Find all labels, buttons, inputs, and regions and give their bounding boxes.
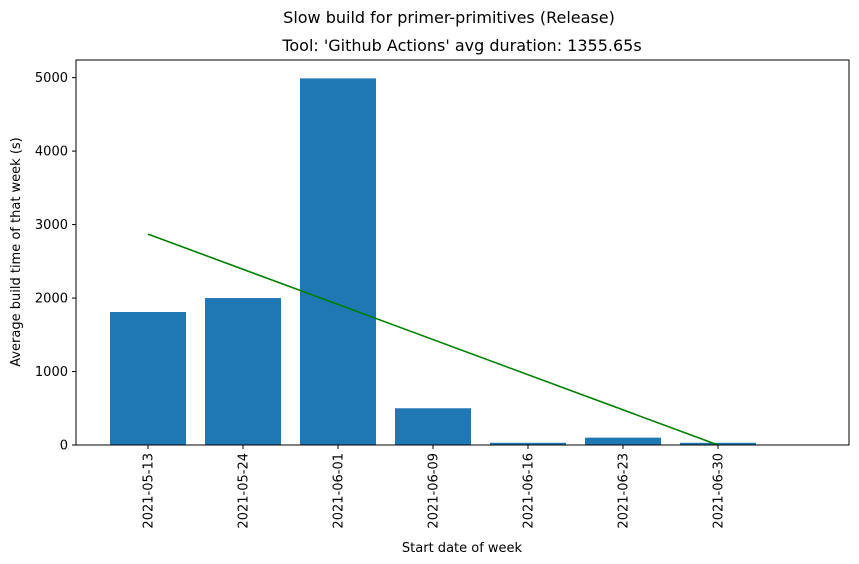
bar: [395, 408, 471, 445]
trend-group: [147, 233, 719, 446]
y-axis-label: Average build time of that week (s): [9, 137, 24, 367]
bar: [110, 312, 186, 445]
bars-group: [110, 78, 756, 446]
chart-suptitle: Slow build for primer-primitives (Releas…: [283, 8, 615, 27]
y-tick-label: 0: [60, 439, 68, 454]
y-axis: 0 1000 2000 3000 4000 5000: [35, 71, 76, 454]
plot-frame: [75, 59, 850, 446]
x-tick-label: 2021-06-16: [522, 453, 537, 529]
x-axis-label: Start date of week: [402, 541, 523, 556]
chart-title: Tool: 'Github Actions' avg duration: 135…: [281, 36, 641, 55]
trend-line: [147, 233, 719, 446]
bar: [490, 442, 566, 445]
y-tick-label: 5000: [35, 71, 68, 86]
y-tick-label: 4000: [35, 145, 68, 160]
x-tick-label: 2021-05-24: [237, 453, 252, 529]
y-tick-label: 2000: [35, 292, 68, 307]
bar: [680, 442, 756, 445]
x-axis: 2021-05-13 2021-05-24 2021-06-01 2021-06-09…: [142, 445, 727, 529]
y-tick-label: 1000: [35, 365, 68, 380]
x-tick-label: 2021-06-01: [332, 453, 347, 529]
y-tick-label: 3000: [35, 218, 68, 233]
x-tick-label: 2021-06-09: [427, 453, 442, 529]
bar: [585, 437, 661, 445]
x-tick-label: 2021-06-30: [712, 453, 727, 529]
bar: [300, 78, 376, 446]
bar: [205, 298, 281, 445]
x-tick-label: 2021-05-13: [142, 453, 157, 529]
x-tick-label: 2021-06-23: [617, 453, 632, 529]
